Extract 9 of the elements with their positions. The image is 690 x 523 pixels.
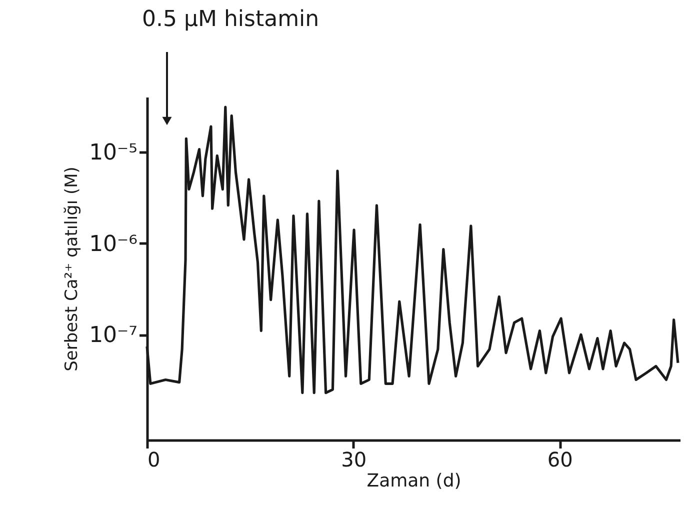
text: 0.5 μM histamin xyxy=(142,7,320,32)
y-tick-label: 10⁻⁶ xyxy=(89,232,138,257)
y-tick-label: 10⁻⁷ xyxy=(89,323,138,348)
x-axis-title: Zaman (d) xyxy=(366,470,462,492)
x-tick-label: 30 xyxy=(341,448,367,472)
x-tick-label: 60 xyxy=(547,448,573,472)
x-tick-label: 0 xyxy=(148,448,160,472)
y-axis-title: Serbest Ca²⁺ qatılığı (M) xyxy=(62,166,82,372)
y-tick-label: 10⁻⁵ xyxy=(89,140,138,166)
